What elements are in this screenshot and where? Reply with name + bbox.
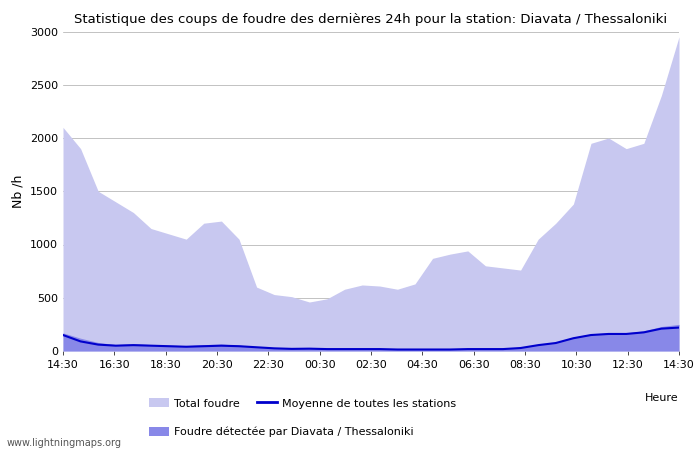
Legend: Foudre détectée par Diavata / Thessaloniki: Foudre détectée par Diavata / Thessaloni…	[148, 427, 414, 437]
Text: Heure: Heure	[645, 392, 679, 403]
Text: www.lightningmaps.org: www.lightningmaps.org	[7, 438, 122, 448]
Title: Statistique des coups de foudre des dernières 24h pour la station: Diavata / The: Statistique des coups de foudre des dern…	[74, 13, 668, 26]
Y-axis label: Nb /h: Nb /h	[11, 175, 25, 208]
